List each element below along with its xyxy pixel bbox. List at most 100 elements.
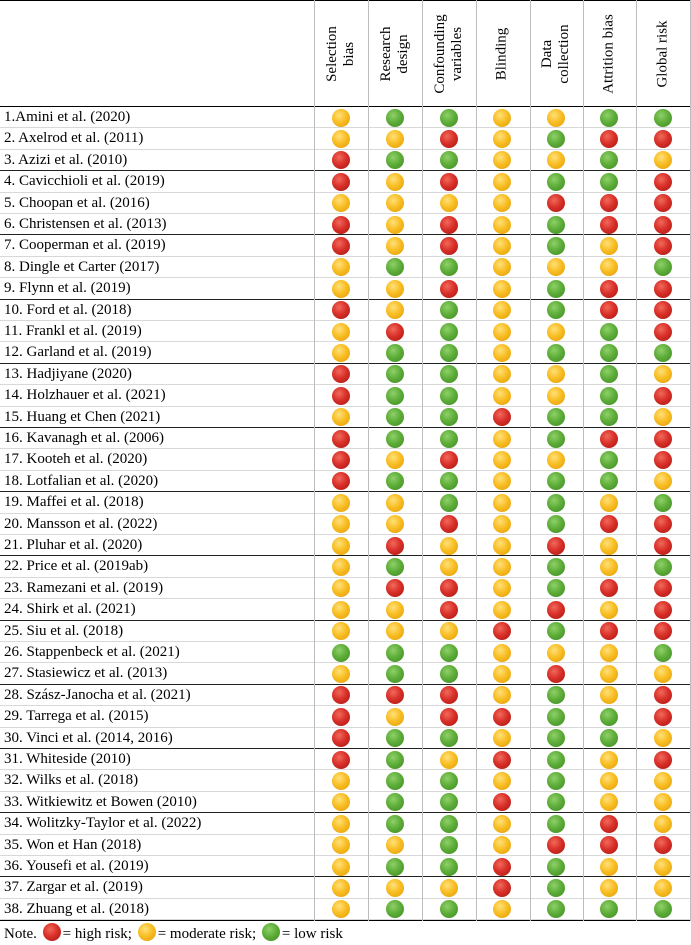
yellow-risk-dot (654, 729, 672, 748)
red-risk-dot (332, 472, 350, 491)
green-risk-dot (386, 729, 404, 748)
green-risk-dot (547, 814, 565, 833)
green-risk-dot (547, 279, 565, 298)
green-risk-dot (440, 365, 458, 384)
yellow-risk-dot (600, 879, 618, 898)
yellow-risk-dot (654, 857, 672, 876)
yellow-risk-dot (332, 600, 350, 619)
green-risk-dot (547, 686, 565, 705)
green-risk-dot (386, 665, 404, 684)
study-name: 33. Witkiewitz et Bowen (2010) (4, 793, 197, 810)
column-header: Global risk (636, 4, 690, 104)
yellow-risk-dot (440, 558, 458, 577)
green-risk-dot (386, 900, 404, 919)
row-separator (0, 919, 691, 921)
red-risk-dot (386, 579, 404, 598)
green-risk-dot (386, 857, 404, 876)
green-risk-dot (547, 750, 565, 769)
note-label: Note. (4, 926, 37, 942)
column-header-text: Selection bias (324, 26, 358, 82)
table-row: 34. Wolitzky-Taylor et al. (2022) (0, 813, 691, 835)
red-risk-dot (493, 857, 511, 876)
yellow-risk-dot (386, 836, 404, 855)
row-separator (0, 319, 691, 321)
column-header-line1: Blinding (493, 27, 510, 81)
green-risk-dot (440, 793, 458, 812)
yellow-risk-dot (332, 558, 350, 577)
table-row: 30. Vinci et al. (2014, 2016) (0, 728, 691, 749)
green-risk-dot (600, 451, 618, 470)
green-risk-dot (440, 429, 458, 448)
yellow-risk-dot (440, 536, 458, 555)
green-risk-dot (654, 493, 672, 512)
column-divider (530, 0, 531, 921)
yellow-risk-dot (493, 344, 511, 363)
red-risk-dot (600, 215, 618, 234)
column-header-text: Global risk (655, 20, 672, 87)
legend-note: Note. = high risk; = moderate risk; = lo… (4, 923, 343, 944)
yellow-risk-dot (386, 279, 404, 298)
study-name: 34. Wolitzky-Taylor et al. (2022) (4, 815, 202, 832)
green-risk-dot (600, 472, 618, 491)
yellow-risk-dot (547, 386, 565, 405)
red-risk-dot (654, 429, 672, 448)
row-separator (0, 341, 691, 343)
table-row: 12. Garland et al. (2019) (0, 342, 691, 364)
red-risk-dot (654, 622, 672, 641)
red-risk-dot (547, 536, 565, 555)
green-risk-dot (440, 408, 458, 427)
yellow-risk-dot (600, 772, 618, 791)
yellow-risk-dot (386, 301, 404, 320)
yellow-risk-dot (386, 194, 404, 213)
green-risk-dot (547, 344, 565, 363)
yellow-risk-dot (332, 108, 350, 127)
table-row: 20. Mansson et al. (2022) (0, 514, 691, 535)
table-row: 38. Zhuang et al. (2018) (0, 899, 691, 921)
yellow-risk-dot (493, 515, 511, 534)
row-separator (0, 876, 691, 878)
table-row: 36. Yousefi et al. (2019) (0, 856, 691, 878)
table-row: 21. Pluhar et al. (2020) (0, 535, 691, 557)
row-separator (0, 533, 691, 535)
study-name: 22. Price et al. (2019ab) (4, 558, 149, 575)
yellow-risk-dot (493, 172, 511, 191)
red-risk-dot (654, 279, 672, 298)
red-risk-dot (654, 451, 672, 470)
red-risk-dot (547, 600, 565, 619)
green-risk-dot (440, 857, 458, 876)
study-name: 36. Yousefi et al. (2019) (4, 858, 149, 874)
yellow-risk-dot (654, 814, 672, 833)
study-name: 23. Ramezani et al. (2019) (4, 579, 164, 596)
green-risk-dot (600, 408, 618, 427)
green-risk-dot (440, 772, 458, 791)
table-row: 37. Zargar et al. (2019) (0, 877, 691, 899)
red-risk-dot (332, 365, 350, 384)
table-row: 31. Whiteside (2010) (0, 749, 691, 771)
green-risk-dot (547, 493, 565, 512)
table-row: 19. Maffei et al. (2018) (0, 492, 691, 514)
yellow-risk-dot (493, 836, 511, 855)
red-risk-dot (440, 515, 458, 534)
study-name: 31. Whiteside (2010) (4, 751, 131, 767)
green-risk-dot (600, 386, 618, 405)
red-risk-dot (600, 515, 618, 534)
row-separator (0, 790, 691, 792)
row-separator (0, 170, 691, 172)
yellow-risk-dot (547, 108, 565, 127)
study-name: 3. Azizi et al. (2010) (4, 151, 128, 168)
column-divider (583, 0, 584, 921)
yellow-risk-dot (654, 472, 672, 491)
yellow-risk-dot (332, 322, 350, 341)
red-risk-dot (332, 750, 350, 769)
study-name: 15. Huang et Chen (2021) (4, 408, 161, 425)
yellow-risk-dot (600, 750, 618, 769)
table-row: 11. Frankl et al. (2019) (0, 321, 691, 343)
yellow-risk-dot (386, 172, 404, 191)
red-risk-dot (600, 279, 618, 298)
yellow-risk-dot (600, 258, 618, 277)
yellow-risk-dot (386, 879, 404, 898)
yellow-risk-dot (493, 686, 511, 705)
row-separator (0, 705, 691, 707)
column-header-line1: Confounding (432, 14, 448, 94)
green-risk-dot (386, 365, 404, 384)
